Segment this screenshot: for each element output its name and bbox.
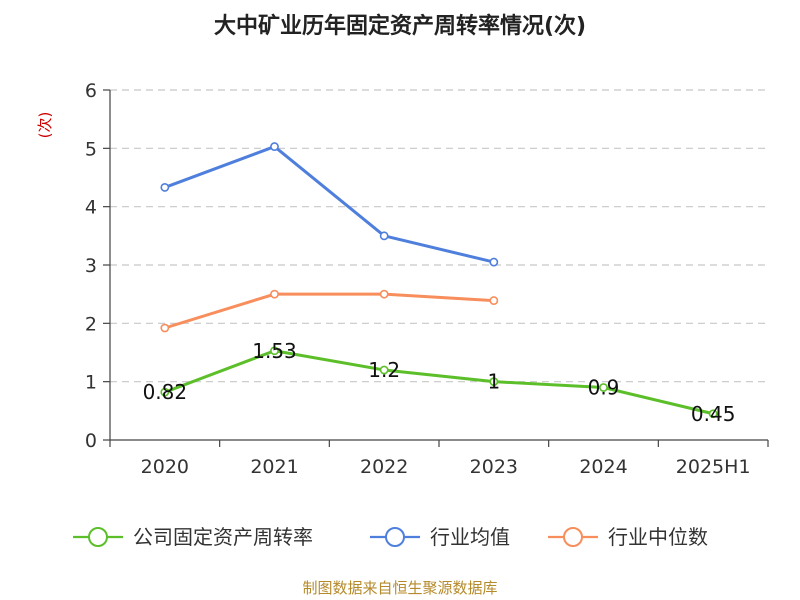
legend-marker-icon	[563, 527, 583, 547]
chart-title: 大中矿业历年固定资产周转率情况(次)	[214, 13, 586, 39]
series-lines	[160, 142, 718, 419]
data-label: 0.82	[143, 380, 188, 404]
data-point	[379, 365, 389, 375]
x-tick-label: 2024	[579, 456, 627, 478]
legend-item[interactable]: 行业中位数	[548, 525, 708, 549]
data-point	[489, 296, 499, 305]
y-tick-label: 6	[85, 80, 97, 102]
data-point	[489, 257, 499, 267]
data-point	[270, 142, 279, 151]
y-tick-label: 5	[85, 138, 97, 160]
y-tick-label: 3	[85, 255, 97, 277]
x-tick-label: 2022	[360, 456, 408, 478]
series-line	[164, 292, 494, 330]
data-label: 1.53	[252, 339, 297, 363]
data-point	[708, 409, 718, 419]
legend-label: 行业中位数	[608, 525, 708, 549]
data-point	[270, 346, 279, 356]
legend-marker-icon	[385, 527, 405, 547]
x-tick-label: 2021	[250, 456, 298, 478]
source-note: 制图数据来自恒生聚源数据库	[302, 579, 497, 597]
x-tick-label: 2023	[470, 456, 518, 478]
y-tick-label: 1	[85, 372, 97, 394]
data-point	[379, 231, 389, 241]
gridlines	[110, 89, 768, 383]
data-point	[599, 383, 608, 392]
y-axis-label: (次)	[36, 112, 54, 139]
data-label: 0.45	[691, 402, 736, 426]
legend-item[interactable]: 行业均值	[370, 525, 510, 549]
data-point	[160, 183, 170, 192]
y-tick-label: 2	[85, 313, 97, 335]
x-tick-label: 2025H1	[676, 456, 751, 478]
data-point	[160, 323, 170, 333]
data-point	[379, 289, 389, 299]
axes: 0 1 2 3 4 5 6 2020 2021 2022 2023 2024 2025H1	[85, 80, 769, 478]
legend[interactable]: 公司固定资产周转率 行业均值 行业中位数	[73, 525, 708, 549]
x-tick-label: 2020	[141, 456, 189, 478]
data-point	[160, 387, 170, 397]
data-label: 0.9	[588, 376, 620, 400]
legend-item[interactable]: 公司固定资产周转率	[73, 525, 313, 549]
data-label: 1	[487, 370, 500, 394]
y-tick-label: 0	[85, 430, 97, 452]
data-point	[270, 289, 279, 299]
legend-marker-icon	[88, 527, 108, 547]
data-labels: 0.82 1.53 1.2 1 0.9 0.45	[143, 339, 736, 426]
legend-label: 行业均值	[430, 525, 510, 549]
data-label: 1.2	[368, 358, 400, 382]
y-tick-label: 4	[85, 197, 97, 219]
series-line	[164, 145, 495, 264]
series-line	[164, 349, 714, 416]
data-point	[489, 377, 499, 387]
legend-label: 公司固定资产周转率	[133, 525, 313, 549]
